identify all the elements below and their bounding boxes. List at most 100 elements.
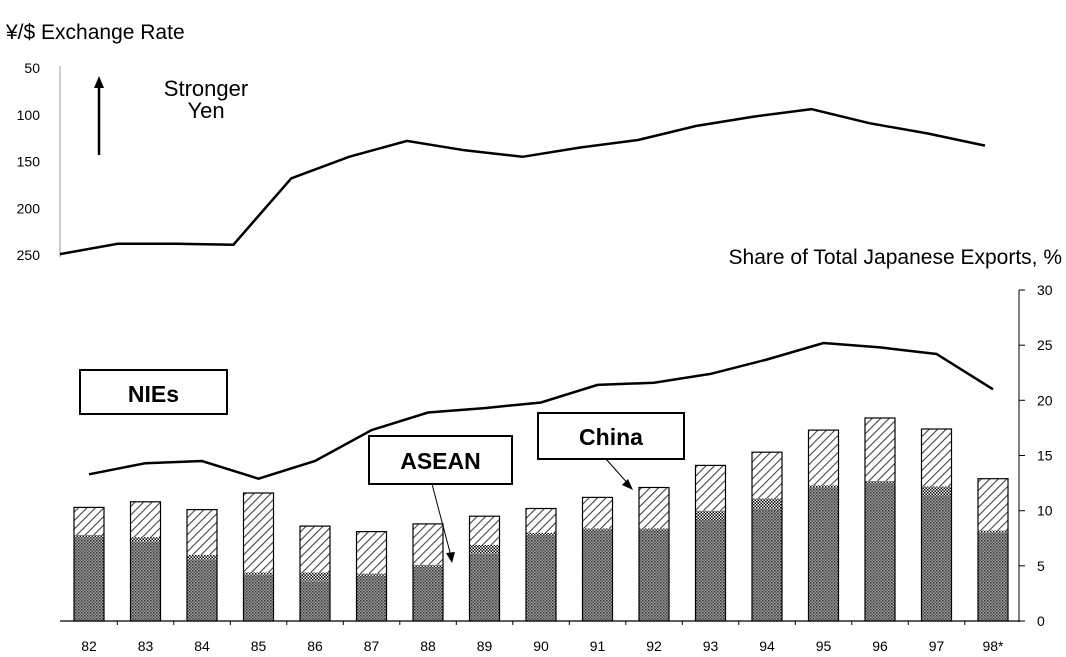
up-arrowhead-icon bbox=[94, 76, 104, 88]
bar-outline bbox=[355, 530, 388, 622]
share-x-tick-label: 96 bbox=[872, 638, 888, 654]
bar-segment-nies bbox=[243, 493, 274, 573]
bar-segment-asean bbox=[413, 566, 443, 621]
bar-segment-nies bbox=[187, 509, 217, 555]
china-label: China bbox=[579, 424, 643, 450]
bar-segment-asean bbox=[865, 483, 895, 621]
share-x-tick-label: 95 bbox=[816, 638, 832, 654]
bar-segment-nies bbox=[752, 452, 782, 499]
bar-segment-china bbox=[921, 486, 952, 496]
stronger-yen-annotation: Stronger Yen bbox=[94, 76, 248, 155]
asean-callout: ASEAN bbox=[368, 435, 513, 563]
share-x-tick-label: 90 bbox=[533, 638, 549, 654]
exchange-rate-y-tick-label: 150 bbox=[17, 154, 41, 170]
share-x-tick-label: 92 bbox=[646, 638, 662, 654]
bar-outline bbox=[73, 506, 105, 622]
bar-segment-nies bbox=[469, 516, 500, 545]
exchange-rate-y-ticks: 50 100 150 200 250 bbox=[17, 60, 41, 263]
bar-segment-nies bbox=[978, 478, 1008, 531]
bar-outline bbox=[186, 509, 218, 622]
stronger-yen-label: Stronger Yen bbox=[164, 76, 248, 123]
bar-outline bbox=[864, 417, 896, 622]
bar-outline bbox=[242, 492, 275, 622]
bar-outline bbox=[920, 428, 953, 622]
bar-segment-china bbox=[130, 537, 161, 542]
bar-segment-asean bbox=[695, 519, 726, 621]
share-y-tick-label: 10 bbox=[1037, 503, 1053, 519]
china-callout: China bbox=[537, 412, 685, 490]
bar-segment-asean bbox=[582, 530, 613, 621]
bar-segment-nies bbox=[639, 487, 669, 529]
bar-segment-nies bbox=[300, 526, 330, 573]
bar-segment-asean bbox=[526, 534, 556, 621]
exchange-rate-y-tick-label: 250 bbox=[17, 247, 41, 263]
share-x-ticks: 82 83 84 85 86 87 88 89 90 91 92 93 94 95 96 97 98* bbox=[81, 621, 1004, 654]
bar-outline bbox=[977, 478, 1009, 622]
bar-segment-china bbox=[808, 485, 839, 488]
share-x-tick-label: 86 bbox=[307, 638, 323, 654]
nies-callout: NIEs bbox=[79, 369, 228, 415]
bar-segment-asean bbox=[978, 532, 1008, 621]
bar-outline bbox=[299, 525, 331, 622]
share-x-tick-label: 93 bbox=[703, 638, 719, 654]
share-y-tick-label: 5 bbox=[1037, 558, 1045, 574]
share-y-tick-label: 25 bbox=[1037, 337, 1053, 353]
china-arrowhead-icon bbox=[622, 479, 633, 490]
bar-outline bbox=[694, 464, 727, 622]
share-x-tick-label: 84 bbox=[194, 638, 210, 654]
asean-label: ASEAN bbox=[400, 448, 481, 474]
share-bars bbox=[73, 417, 1009, 622]
share-y-tick-label: 0 bbox=[1037, 613, 1045, 629]
asean-pointer bbox=[431, 483, 453, 561]
bar-segment-asean bbox=[469, 553, 500, 621]
exchange-rate-line bbox=[59, 107, 986, 256]
bar-outline bbox=[581, 496, 614, 622]
bar-segment-nies bbox=[74, 507, 104, 535]
bar-segment-nies bbox=[865, 418, 895, 481]
share-x-tick-label: 88 bbox=[420, 638, 436, 654]
bar-segment-nies bbox=[695, 465, 726, 511]
nies-label: NIEs bbox=[128, 381, 179, 407]
share-y-tick-label: 15 bbox=[1037, 448, 1053, 464]
bar-segment-china bbox=[978, 530, 1008, 533]
bar-outline bbox=[129, 501, 162, 622]
bar-outline bbox=[525, 507, 557, 622]
bar-segment-china bbox=[469, 544, 500, 554]
nies-label-box bbox=[79, 369, 228, 415]
share-x-tick-label: 97 bbox=[929, 638, 945, 654]
bar-segment-china bbox=[526, 532, 556, 535]
share-x-tick-label: 94 bbox=[759, 638, 775, 654]
bar-segment-asean bbox=[356, 575, 387, 621]
bar-segment-china bbox=[413, 564, 443, 567]
bar-segment-asean bbox=[808, 487, 839, 621]
exchange-rate-y-tick-label: 200 bbox=[17, 200, 41, 216]
bar-segment-nies bbox=[921, 429, 952, 487]
bar-outline bbox=[807, 429, 840, 622]
share-x-tick-label: 83 bbox=[138, 638, 154, 654]
share-y-tick-label: 30 bbox=[1037, 282, 1053, 298]
bar-segment-asean bbox=[187, 559, 217, 621]
exchange-rate-y-tick-label: 50 bbox=[24, 60, 40, 76]
share-y-ticks: 0 5 10 15 20 25 30 bbox=[1019, 282, 1053, 629]
bar-segment-asean bbox=[130, 541, 161, 621]
bar-segment-nies bbox=[130, 501, 161, 538]
share-x-tick-label: 89 bbox=[477, 638, 493, 654]
bar-segment-china bbox=[300, 572, 330, 582]
bar-segment-asean bbox=[752, 508, 782, 621]
bar-segment-nies bbox=[413, 523, 443, 565]
bar-segment-china bbox=[582, 528, 613, 531]
share-x-tick-label: 91 bbox=[590, 638, 606, 654]
bar-segment-nies bbox=[808, 430, 839, 486]
bar-segment-nies bbox=[356, 531, 387, 574]
share-x-tick-label: 82 bbox=[81, 638, 97, 654]
bar-segment-china bbox=[752, 498, 782, 509]
bar-segment-asean bbox=[921, 495, 952, 621]
share-x-tick-label: 85 bbox=[251, 638, 267, 654]
share-y-tick-label: 20 bbox=[1037, 392, 1053, 408]
share-x-tick-label: 87 bbox=[364, 638, 380, 654]
share-x-tick-label: 98* bbox=[982, 638, 1004, 654]
bar-segment-asean bbox=[300, 581, 330, 621]
bar-segment-nies bbox=[526, 508, 556, 533]
bar-outline bbox=[751, 451, 783, 622]
